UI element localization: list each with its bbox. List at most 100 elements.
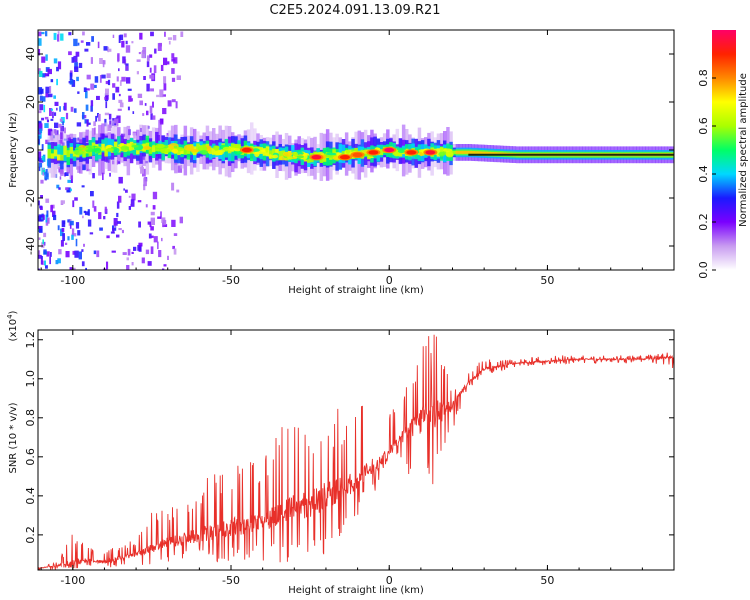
spectrogram-noise-cell	[143, 176, 146, 180]
spectrogram-noise-cell	[121, 76, 126, 82]
spectrogram-noise-cell	[147, 221, 151, 225]
spectrogram-ridge-cell	[481, 151, 485, 155]
spectrogram-noise-cell	[68, 51, 72, 56]
spectrogram-noise-cell	[162, 94, 166, 97]
spectrogram-noise-cell	[39, 70, 43, 77]
spectrogram-noise-cell	[149, 67, 152, 73]
spectrogram-noise-cell	[74, 250, 79, 258]
spectrogram-noise-cell	[118, 176, 123, 184]
spectrogram-noise-cell	[150, 217, 155, 225]
spectrogram-noise-cell	[152, 115, 156, 120]
spectrogram-ridge-cell	[82, 148, 86, 158]
spectrogram-noise-cell	[133, 246, 137, 251]
spectrogram-ridge-cell	[458, 150, 463, 154]
snr-x-label: Height of straight line (km)	[288, 585, 424, 596]
spectrogram-noise-cell	[69, 222, 72, 229]
spectrogram-noise-cell	[93, 250, 97, 255]
spectrogram-ridge-cell	[69, 146, 74, 154]
spectrogram-blob	[345, 149, 350, 154]
spectrogram-noise-cell	[173, 233, 178, 236]
spectrogram-noise-cell	[40, 259, 43, 265]
spectrogram-hotspot	[425, 150, 436, 155]
spectrogram-noise-cell	[45, 54, 48, 61]
spectrogram-noise-cell	[40, 179, 44, 184]
spectrogram-noise-cell	[167, 37, 173, 40]
spectrogram-noise-cell	[76, 76, 79, 82]
spectrogram-noise-cell	[85, 267, 87, 270]
spectrogram-ridge-cell	[452, 150, 456, 154]
spectrogram-blob	[293, 152, 299, 158]
spectrogram-ridge-cell	[177, 148, 181, 156]
spectrogram-noise-cell	[38, 268, 40, 270]
spectrogram-noise-cell	[39, 104, 44, 111]
spectrogram-noise-cell	[87, 209, 90, 216]
spectrogram-blob	[143, 146, 152, 150]
spectrogram-noise-cell	[116, 212, 119, 218]
spectrogram-x-tick-label: 50	[540, 274, 554, 287]
spectrogram-noise-cell	[106, 124, 111, 132]
spectrogram-ridge-cell	[477, 151, 482, 155]
spectrogram-noise-cell	[125, 45, 131, 53]
spectrogram-noise-cell	[40, 91, 43, 94]
spectrogram-noise-cell	[118, 93, 121, 97]
spectrogram-noise-cell	[107, 46, 110, 53]
spectrogram-noise-cell	[69, 267, 73, 270]
spectrogram-panel: -100 -50 0 50 -40 -20 0 20 40 Height of straigh…	[8, 29, 675, 296]
snr-y-multiplier-base: (x10	[8, 319, 19, 342]
spectrogram-noise-cell	[42, 96, 46, 102]
spectrogram-noise-cell	[70, 220, 74, 226]
spectrogram-noise-cell	[146, 61, 150, 68]
colorbar: 0.0 0.2 0.4 0.6 0.8 Normalized spectral ampl…	[697, 30, 749, 279]
spectrogram-noise-cell	[150, 211, 155, 216]
spectrogram-ridge-cell	[462, 150, 466, 154]
spectrogram-noise-cell	[45, 198, 50, 203]
spectrogram-noise-cell	[131, 193, 136, 201]
spectrogram-noise-cell	[106, 261, 109, 270]
spectrogram-noise-cell	[112, 34, 115, 38]
spectrogram-y-tick-label: -20	[24, 189, 37, 207]
spectrogram-ridge-cell	[60, 154, 64, 161]
spectrogram-noise-cell	[83, 243, 85, 247]
spectrogram-noise-cell	[112, 93, 115, 100]
spectrogram-noise-cell	[54, 122, 59, 128]
spectrogram-blob	[438, 151, 446, 157]
colorbar-ticks: 0.0 0.2 0.4 0.6 0.8	[697, 69, 716, 279]
spectrogram-noise-cell	[153, 65, 157, 74]
spectrogram-noise-cell	[142, 113, 145, 116]
spectrogram-noise-cell	[38, 250, 41, 256]
spectrogram-blob	[131, 144, 139, 148]
spectrogram-noise-cell	[91, 36, 94, 42]
spectrogram-noise-cell	[56, 184, 60, 189]
spectrogram-y-tick-label: 0	[24, 147, 37, 154]
spectrogram-blob	[303, 153, 308, 160]
spectrogram-noise-cell	[112, 227, 115, 234]
snr-y-tick-label: 1.2	[24, 331, 37, 349]
spectrogram-noise-cell	[43, 241, 46, 246]
spectrogram-noise-cell	[83, 210, 86, 214]
spectrogram-ridge-cell	[490, 152, 494, 156]
snr-x-tick-label: 0	[386, 574, 393, 587]
spectrogram-noise-cell	[116, 201, 120, 209]
spectrogram-ridge-cell	[57, 154, 61, 161]
spectrogram-noise-cell	[111, 250, 116, 253]
spectrogram-noise-cell	[158, 250, 162, 258]
spectrogram-ridge-cell	[455, 150, 460, 154]
spectrogram-noise-cell	[57, 225, 60, 231]
spectrogram-noise-cell	[86, 88, 90, 91]
spectrogram-noise-cell	[45, 214, 49, 223]
spectrogram-noise-cell	[116, 76, 119, 82]
spectrogram-noise-cell	[171, 77, 176, 82]
spectrogram-noise-cell	[56, 78, 58, 86]
spectrogram-noise-cell	[70, 106, 74, 112]
spectrogram-noise-cell	[119, 34, 124, 40]
spectrogram-blob	[282, 151, 293, 157]
spectrogram-noise-cell	[45, 86, 50, 94]
spectrogram-noise-cell	[138, 221, 141, 228]
spectrogram-noise-cell	[82, 112, 85, 120]
spectrogram-noise-cell	[112, 83, 116, 88]
spectrogram-noise-cell	[77, 42, 80, 46]
spectrogram-noise-cell	[87, 122, 91, 125]
spectrogram-noise-cell	[143, 184, 146, 191]
spectrogram-noise-cell	[64, 172, 69, 176]
